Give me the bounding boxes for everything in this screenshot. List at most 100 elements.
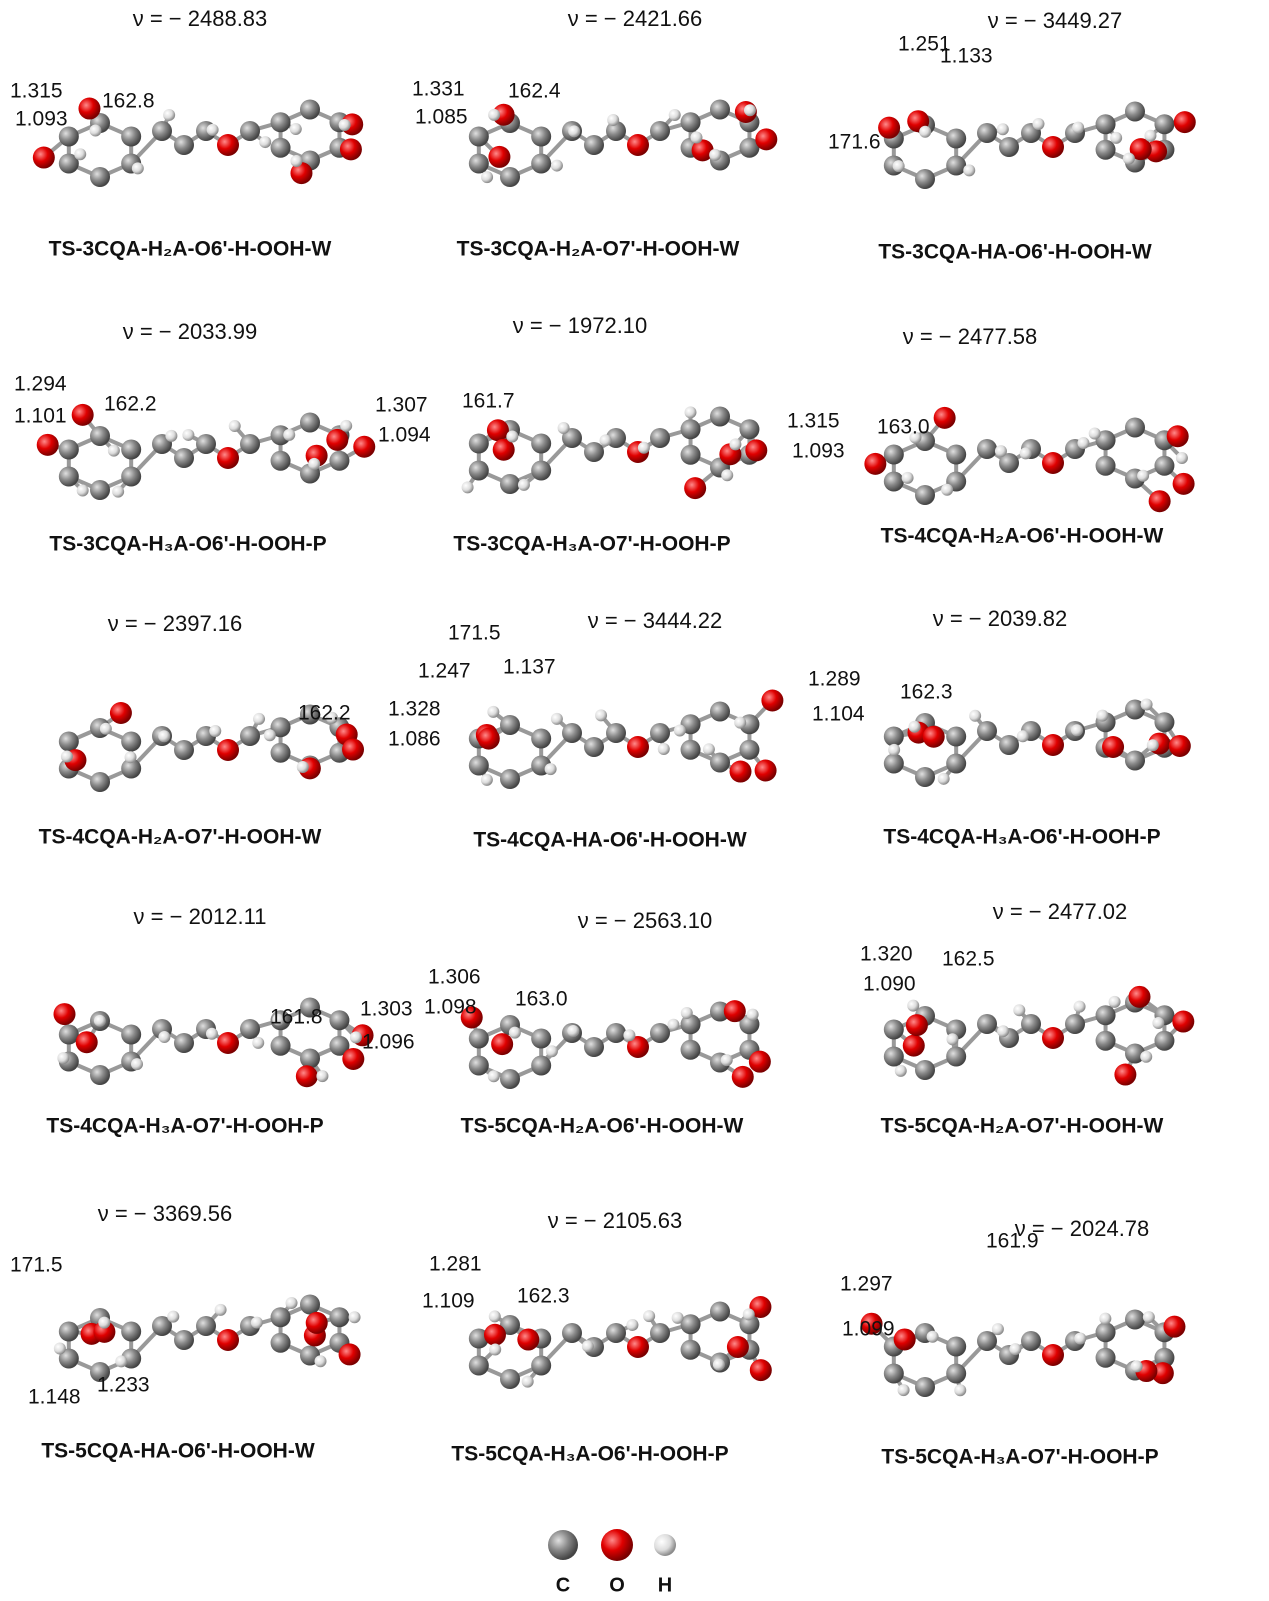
- oxygen-atom: [878, 116, 901, 139]
- molecules: [32, 97, 1196, 1397]
- hydrogen-atom: [250, 1316, 263, 1329]
- geometry-label: 1.094: [378, 424, 431, 447]
- carbon-atom: [500, 769, 520, 789]
- carbon-atom: [240, 1019, 260, 1039]
- carbon-atom: [1125, 1309, 1145, 1330]
- carbon-atom: [196, 1316, 216, 1336]
- hydrogen-atom: [667, 1018, 680, 1031]
- oxygen-atom: [486, 419, 509, 442]
- hydrogen-atom: [338, 119, 351, 132]
- oxygen-atom: [290, 162, 313, 185]
- carbon-atom: [121, 439, 142, 460]
- hydrogen-atom: [946, 1033, 959, 1046]
- carbon-atom: [584, 442, 604, 462]
- carbon-atom: [1095, 430, 1116, 451]
- hydrogen-atom: [673, 724, 686, 737]
- carbon-atom: [680, 112, 701, 133]
- hydrogen-atom: [734, 716, 747, 729]
- carbon-atom: [329, 1307, 350, 1328]
- hydrogen-atom: [481, 171, 494, 184]
- oxygen-atom: [1151, 1362, 1174, 1385]
- carbon-atom: [58, 731, 79, 752]
- hydrogen-atom: [1032, 118, 1045, 131]
- structure-name: TS-4CQA-HA-O6'-H-OOH-W: [473, 829, 746, 852]
- oxygen-atom: [342, 1047, 365, 1070]
- carbon-atom: [650, 1023, 670, 1043]
- hydrogen-atom: [89, 124, 102, 137]
- hydrogen-atom: [98, 1316, 111, 1329]
- carbon-atom: [531, 1055, 552, 1076]
- geometry-label: 1.315: [787, 410, 840, 433]
- geometry-label: 162.4: [508, 80, 561, 103]
- structure-name: TS-5CQA-HA-O6'-H-OOH-W: [41, 1440, 314, 1463]
- hydrogen-atom: [76, 484, 89, 497]
- carbon-atom: [121, 758, 142, 779]
- carbon-atom: [915, 1377, 935, 1397]
- carbon-atom: [739, 137, 760, 158]
- geometry-label: 162.2: [298, 702, 351, 725]
- carbon-atom: [710, 701, 730, 722]
- oxygen-atom: [1172, 1010, 1195, 1033]
- legend-label: H: [658, 1574, 672, 1596]
- hydrogen-atom: [1110, 131, 1123, 144]
- hydrogen-atom: [568, 125, 581, 138]
- carbon-atom: [300, 1294, 320, 1315]
- hydrogen-atom: [637, 441, 650, 454]
- geometry-label: 1.297: [840, 1273, 893, 1296]
- hydrogen-atom: [57, 1052, 70, 1065]
- hydrogen-atom: [937, 772, 950, 785]
- hydrogen-atom: [690, 131, 703, 144]
- geometry-label: 171.5: [448, 622, 501, 645]
- carbon-atom: [680, 419, 701, 440]
- hydrogen-atom: [567, 1024, 580, 1037]
- carbon-atom: [584, 135, 604, 155]
- hydrogen-atom: [290, 154, 303, 167]
- carbon-atom: [531, 126, 552, 147]
- carbon-atom: [300, 704, 320, 725]
- structure-name: TS-3CQA-H₃A-O7'-H-OOH-P: [453, 533, 730, 556]
- carbon-atom: [999, 735, 1019, 755]
- structure-name: TS-4CQA-H₃A-O6'-H-OOH-P: [883, 826, 1160, 849]
- oxygen-atom: [749, 1295, 772, 1318]
- hydrogen-atom: [349, 1031, 362, 1044]
- carbon-atom: [300, 997, 320, 1018]
- oxygen-atom: [893, 1328, 916, 1351]
- carbon-atom: [710, 406, 730, 427]
- hydrogen-atom: [941, 483, 954, 496]
- legend-atom: [654, 1534, 676, 1556]
- carbon-atom: [562, 1323, 582, 1343]
- hydrogen-atom: [994, 445, 1007, 458]
- carbon-atom: [58, 126, 79, 147]
- hydrogen-atom: [909, 431, 922, 444]
- oxygen-atom: [1163, 1315, 1186, 1338]
- oxygen-atom: [217, 447, 239, 469]
- hydrogen-atom: [545, 1045, 558, 1058]
- geometry-label: 1.093: [792, 440, 845, 463]
- hydrogen-atom: [623, 1029, 636, 1042]
- carbon-atom: [468, 460, 489, 481]
- hydrogen-atom: [908, 720, 921, 733]
- hydrogen-atom: [263, 729, 276, 742]
- carbon-atom: [650, 1323, 670, 1343]
- geometry-label: 1.086: [388, 728, 441, 751]
- oxygen-atom: [627, 736, 649, 758]
- carbon-atom: [58, 153, 79, 174]
- hydrogen-atom: [894, 1064, 907, 1077]
- carbon-atom: [270, 1307, 291, 1328]
- hydrogen-atom: [657, 743, 670, 756]
- carbon-atom: [270, 1332, 291, 1353]
- hydrogen-atom: [348, 1311, 361, 1324]
- carbon-atom: [90, 1362, 110, 1382]
- carbon-atom: [946, 1363, 967, 1384]
- oxygen-atom: [933, 406, 956, 429]
- carbon-atom: [270, 742, 291, 763]
- hydrogen-atom: [684, 406, 697, 419]
- carbon-atom: [1154, 114, 1175, 135]
- oxygen-atom: [517, 1328, 540, 1351]
- geometry-label: 1.306: [428, 966, 481, 989]
- hydrogen-atom: [99, 722, 112, 735]
- carbon-atom: [680, 444, 701, 465]
- carbon-atom: [1095, 139, 1116, 160]
- carbon-atom: [946, 128, 967, 149]
- geometry-label: 1.251: [898, 33, 951, 56]
